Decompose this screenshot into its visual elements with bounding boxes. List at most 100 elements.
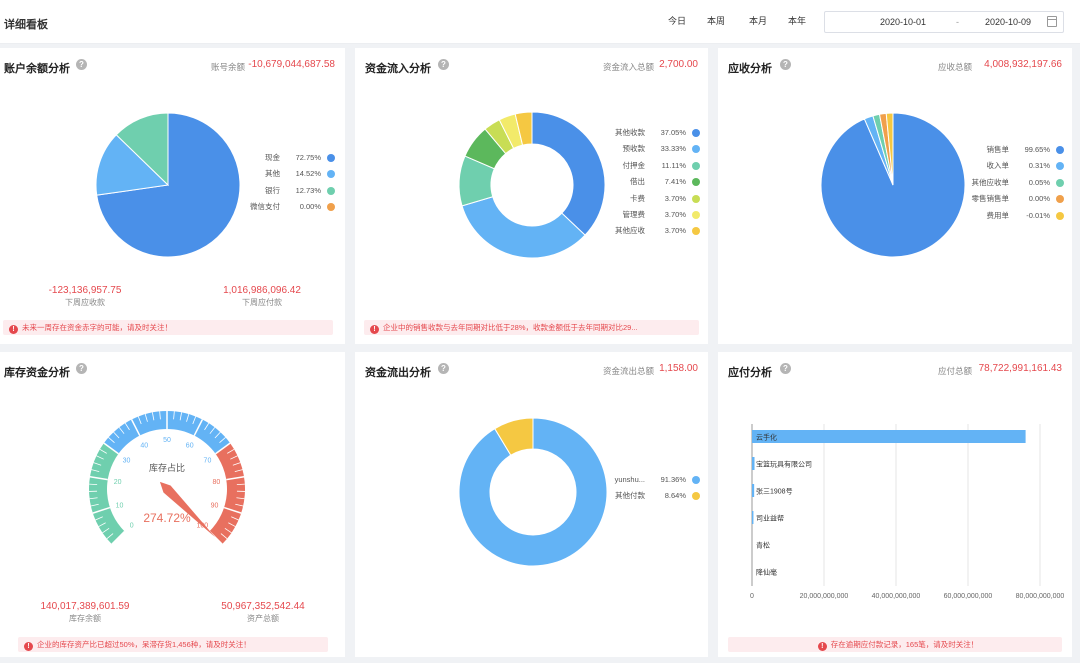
alert-text: 未来一周存在资金赤字的可能，请及时关注！ [22, 323, 172, 332]
gauge-tick-label: 80 [212, 479, 220, 486]
legend-item[interactable]: 费用单 -0.01% [963, 208, 1064, 224]
pie-slice-1[interactable] [494, 417, 534, 456]
legend-label: 收入单 [986, 161, 1010, 171]
gauge-tick [234, 469, 243, 472]
legend-dot [692, 227, 700, 236]
legend-percent: 0.00% [299, 202, 321, 212]
legend-item[interactable]: yunshu... 91.36% [603, 472, 700, 488]
help-icon[interactable]: ? [76, 363, 87, 374]
pie-slice-2[interactable] [115, 112, 169, 187]
legend-item[interactable]: 其他付款 8.64% [603, 488, 700, 504]
gauge-title: 库存占比 [149, 462, 185, 473]
legend-percent: 72.75% [295, 153, 321, 162]
range-year-button[interactable]: 本年 [788, 16, 807, 26]
bar-category-label: 云手化 [756, 433, 777, 442]
date-separator: - [956, 17, 959, 27]
pie-slice-1[interactable] [461, 196, 586, 259]
calendar-icon[interactable] [1047, 16, 1057, 27]
gauge-tick [108, 437, 115, 444]
help-icon[interactable]: ? [780, 59, 791, 70]
card-inventory: 库存资金分析 ? 0102030405060708090100库存占比274.7… [0, 352, 345, 657]
top-bar: 详细看板 今日 本周 本月 本年 2020-10-01 - 2020-10-09 [0, 0, 1080, 44]
pie-slice-1[interactable] [95, 134, 170, 196]
legend-label: 其他应收 [615, 226, 645, 236]
legend-label: 卡费 [630, 193, 645, 203]
legend-percent: 8.64% [664, 491, 686, 501]
date-start[interactable]: 2020-10-01 [880, 17, 927, 27]
legend-item[interactable]: 银行 12.73% [240, 183, 335, 199]
help-icon[interactable]: ? [438, 59, 449, 70]
card-title: 库存资金分析 [4, 367, 70, 379]
legend-item[interactable]: 现金 72.75% [240, 150, 335, 166]
gauge-tick [137, 416, 142, 425]
alert-banner: ! 存在逾期应付款记录，165笔，请及时关注！ [728, 637, 1062, 652]
x-tick-label: 0 [750, 593, 754, 600]
stat-value-inventory: 140,017,389,601.59 [40, 601, 130, 612]
legend-item[interactable]: 卡费 3.70% [605, 191, 700, 207]
pie-slice-4[interactable] [885, 112, 894, 186]
date-range-picker[interactable]: 2020-10-01 - 2020-10-09 [824, 11, 1064, 33]
bar[interactable] [752, 457, 755, 470]
range-month-button[interactable]: 本月 [749, 16, 768, 26]
legend-dot [1056, 178, 1064, 187]
legend-percent: -0.01% [1026, 210, 1050, 220]
legend-percent: 3.70% [664, 209, 686, 219]
chart-legend: yunshu... 91.36% 其他付款 8.64% [603, 472, 700, 505]
legend-label: 现金 [265, 153, 280, 162]
pie-slice-0[interactable] [458, 417, 608, 567]
legend-label: 其他 [265, 169, 280, 179]
pie-slice-0[interactable] [531, 111, 606, 236]
gauge-tick [89, 483, 98, 486]
gauge-band-2 [209, 443, 245, 545]
summary-value: -10,679,044,687.58 [248, 59, 335, 70]
legend-label: 付押金 [622, 160, 646, 170]
legend-percent: 3.70% [664, 226, 686, 236]
pie-chart [95, 112, 241, 258]
legend-item[interactable]: 微信支付 0.00% [240, 199, 335, 215]
stat-label-payable: 下周应付款 [242, 298, 282, 307]
legend-item[interactable]: 其他收款 37.05% [605, 125, 700, 141]
legend-item[interactable]: 零售销售单 0.00% [963, 191, 1064, 207]
legend-label: yunshu... [614, 475, 645, 484]
legend-item[interactable]: 其他 14.52% [240, 166, 335, 182]
gauge-tick [204, 422, 210, 431]
legend-item[interactable]: 预收款 33.33% [605, 141, 700, 157]
legend-item[interactable]: 其他应收单 0.05% [963, 175, 1064, 191]
date-end[interactable]: 2020-10-09 [985, 17, 1032, 27]
alert-text: 企业的库存资产比已超过50%，呆滞存货1,456种，请及时关注！ [37, 640, 251, 649]
legend-label: 银行 [265, 185, 280, 195]
stat-value-payable: 1,016,986,096.42 [223, 285, 301, 296]
gauge-tick-label: 40 [140, 442, 148, 449]
legend-item[interactable]: 其他应收 3.70% [605, 223, 700, 239]
help-icon[interactable]: ? [438, 363, 449, 374]
legend-dot [692, 161, 700, 170]
legend-item[interactable]: 收入单 0.31% [963, 158, 1064, 174]
bar[interactable] [752, 430, 1026, 443]
gauge-tick [193, 419, 204, 436]
summary-label: 资金流出总额 [602, 366, 654, 376]
legend-percent: 7.41% [664, 177, 686, 187]
gauge-tick [214, 431, 221, 439]
legend-item[interactable]: 管理费 3.70% [605, 207, 700, 223]
help-icon[interactable]: ? [780, 363, 791, 374]
donut-chart [458, 417, 608, 567]
range-today-button[interactable]: 今日 [668, 16, 687, 26]
chart-legend: 其他收款 37.05% 预收款 33.33% 付押金 11.11% 借出 7.41% 卡费 3.7… [605, 125, 700, 240]
legend-dot [327, 203, 335, 212]
pie-slice-6[interactable] [514, 111, 533, 146]
gauge-chart: 0102030405060708090100库存占比274.72% [89, 411, 245, 545]
range-week-button[interactable]: 本周 [707, 16, 726, 26]
legend-percent: 33.33% [660, 144, 686, 154]
legend-item[interactable]: 借出 7.41% [605, 174, 700, 190]
bar[interactable] [752, 511, 754, 524]
gauge-tick [232, 462, 241, 466]
help-icon[interactable]: ? [76, 59, 87, 70]
gauge-tick [113, 431, 120, 439]
legend-item[interactable]: 销售单 99.65% [963, 142, 1064, 158]
legend-item[interactable]: 付押金 11.11% [605, 158, 700, 174]
x-tick-label: 60,000,000,000 [944, 593, 993, 600]
bar[interactable] [752, 484, 755, 497]
legend-label: 其他应收单 [971, 177, 1010, 187]
warning-icon: ! [24, 642, 33, 651]
legend-dot [327, 170, 335, 179]
